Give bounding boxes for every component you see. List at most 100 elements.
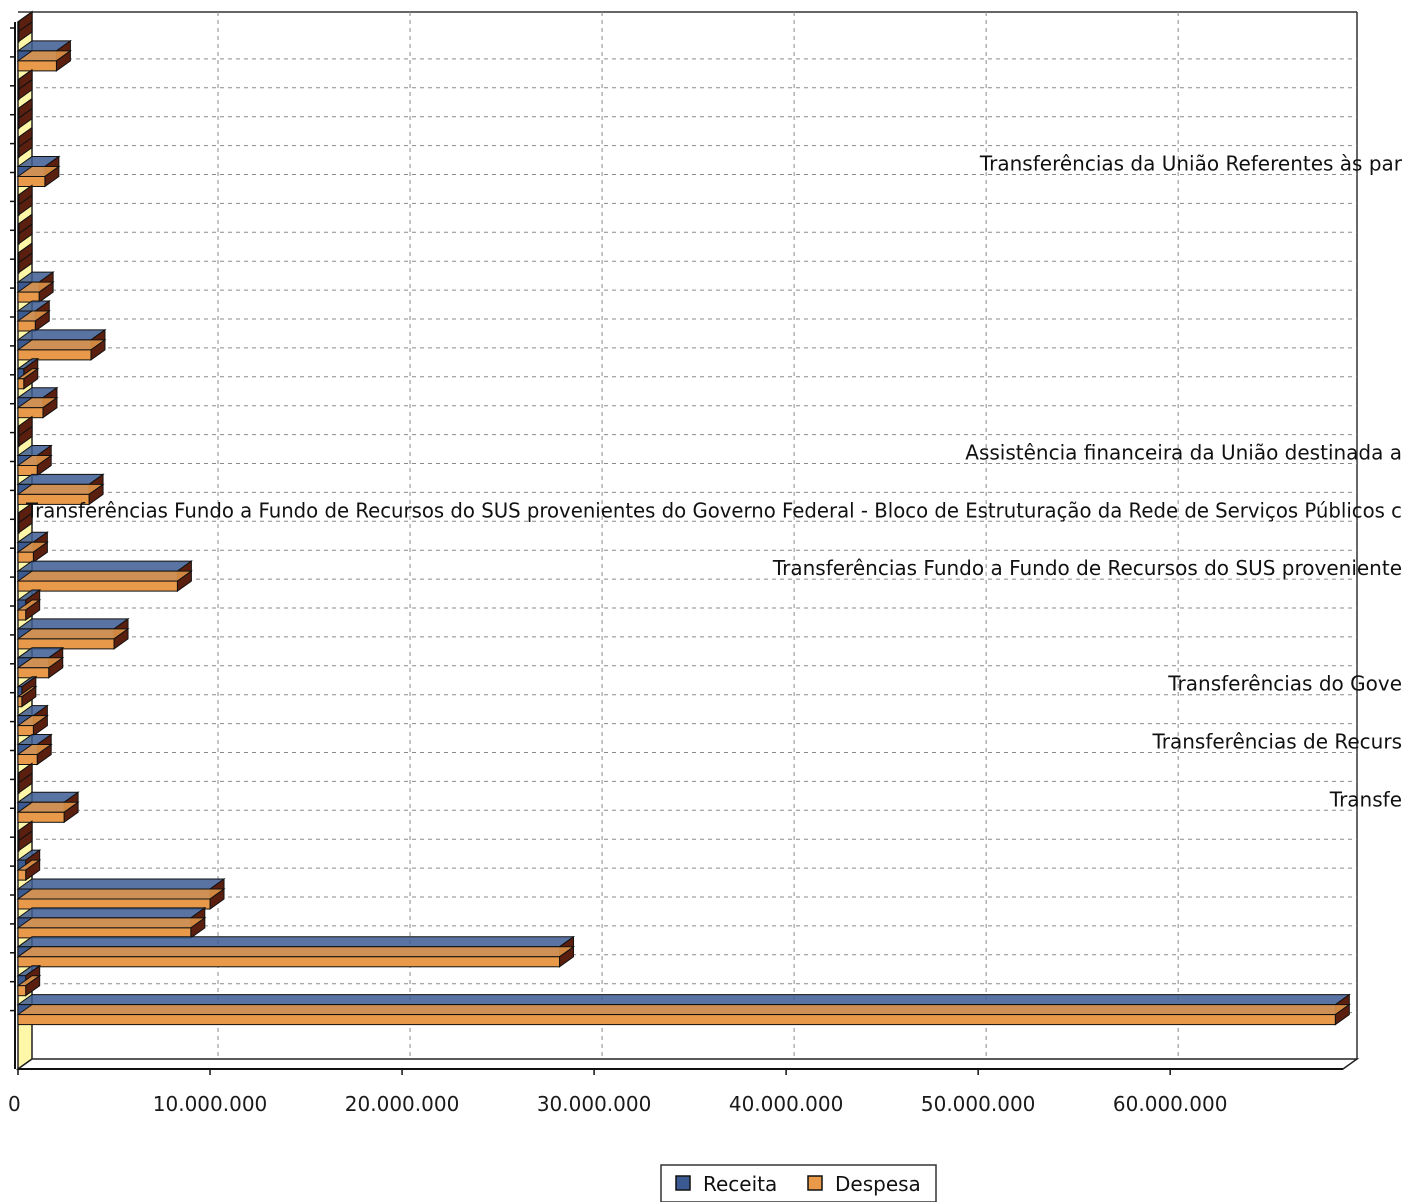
bar-despesa-face: [17, 869, 27, 881]
bar-despesa-top: [16, 1004, 1351, 1016]
bar-despesa-face: [17, 176, 46, 187]
legend-label-despesa: Despesa: [835, 1172, 921, 1196]
axis-floor-plane: [15, 1058, 1360, 1070]
bar-despesa: [17, 252, 33, 275]
x-tick-label: 50.000.000: [921, 1092, 1036, 1116]
bar-receita-top: [16, 994, 1351, 1006]
bar-receita-face: [17, 772, 20, 784]
bar-despesa: [16, 714, 49, 737]
bar-despesa-top: [16, 339, 107, 351]
legend: Receita Despesa: [660, 1164, 937, 1202]
bar-despesa-top: [16, 917, 207, 929]
bar-despesa-face: [17, 262, 20, 274]
grid-layer: [18, 11, 1358, 1061]
bar-despesa: [16, 49, 72, 72]
bar-despesa-face: [17, 204, 20, 216]
bar-despesa-face: [17, 782, 20, 794]
bar-despesa: [17, 78, 33, 101]
x-axis-ticks: 0 10.000.000 20.000.000 30.000.000 40.000.00…: [8, 1069, 1227, 1116]
bar-despesa: [16, 599, 42, 621]
x-tick-label: 10.000.000: [153, 1092, 268, 1116]
bar-receita-top: [16, 907, 207, 919]
bar-despesa-face: [17, 291, 40, 303]
bar-receita-top: [16, 560, 193, 572]
bar-despesa: [17, 830, 33, 853]
bar-despesa-face: [17, 60, 57, 72]
bar-despesa-face: [17, 580, 178, 592]
bar-receita-face: [17, 223, 20, 235]
bar-despesa: [16, 310, 51, 332]
bar-receita-top: [16, 936, 576, 948]
bar-despesa: [16, 281, 55, 304]
bar-despesa-face: [17, 89, 20, 101]
bar-despesa: [17, 107, 33, 130]
bar-despesa: [16, 801, 80, 824]
bar-receita-face: [17, 21, 20, 33]
legend-label-receita: Receita: [703, 1172, 777, 1196]
x-tick-label: 60.000.000: [1113, 1092, 1228, 1116]
category-label: Transferências Fundo a Fundo de Recursos…: [25, 498, 1402, 522]
bar-despesa: [16, 743, 53, 766]
bar-despesa-face: [17, 320, 36, 332]
bar-despesa: [16, 627, 130, 650]
category-label: Assistência financeira da União destinad…: [965, 441, 1402, 465]
bar-despesa-face: [17, 956, 561, 968]
bar-receita: [17, 415, 33, 438]
bar-despesa: [16, 396, 59, 419]
bar-despesa: [16, 888, 226, 910]
bar-despesa: [16, 945, 576, 968]
x-tick-label: 20.000.000: [345, 1092, 460, 1116]
bar-despesa: [16, 1003, 1351, 1026]
bar-despesa-face: [17, 493, 90, 505]
bar-despesa: [16, 338, 107, 361]
bar-despesa: [16, 685, 38, 708]
bar-despesa: [16, 165, 61, 188]
bar-despesa-face: [17, 349, 92, 361]
bar-despesa: [17, 512, 33, 535]
legend-swatch-despesa: [807, 1175, 823, 1191]
bar-receita-face: [17, 137, 20, 149]
bar-despesa-face: [17, 840, 20, 852]
bar-despesa: [16, 454, 53, 477]
bar-despesa-top: [16, 946, 576, 958]
bar-despesa-top: [16, 570, 193, 582]
x-tick-label: 40.000.000: [729, 1092, 844, 1116]
bar-despesa: [16, 570, 193, 593]
bar-despesa: [17, 136, 33, 159]
x-tick-label: 30.000.000: [537, 1092, 652, 1116]
bar-receita-face: [17, 512, 20, 524]
bar-despesa-face: [17, 147, 20, 159]
bar-despesa-face: [17, 725, 34, 737]
bar-despesa-face: [17, 811, 65, 823]
legend-box: [660, 1164, 937, 1202]
bar-despesa-face: [17, 1014, 1336, 1026]
bar-despesa-face: [17, 407, 44, 419]
bar-despesa: [17, 194, 33, 217]
bar-despesa: [17, 223, 33, 246]
bar-despesa-face: [17, 522, 20, 534]
bar-despesa: [16, 916, 207, 939]
bar-despesa: [16, 859, 42, 882]
category-label: Transferências Fundo a Fundo de Recursos…: [772, 556, 1402, 580]
bars-layer: [16, 11, 1351, 1026]
category-label: Transfe: [1329, 787, 1402, 811]
bar-despesa: [16, 483, 105, 506]
bar-receita-face: [17, 426, 20, 438]
bar-despesa-face: [17, 233, 20, 245]
bar-receita-face: [17, 79, 20, 91]
category-label: Transferências do Gove: [1167, 672, 1402, 696]
bar-despesa-face: [17, 985, 27, 997]
bar-despesa: [17, 772, 33, 795]
bar-despesa: [16, 974, 42, 997]
bar-despesa-face: [17, 118, 20, 130]
bar-receita-top: [16, 329, 107, 341]
bar-despesa-top: [16, 888, 226, 900]
bar-receita-face: [17, 194, 20, 206]
bar-receita-face: [17, 830, 20, 842]
bar-despesa-top: [16, 628, 130, 640]
bar-despesa-face: [17, 754, 38, 765]
category-labels-layer: Transferências da União Referentes às pa…: [25, 152, 1402, 812]
category-label: Transferências de Recurs: [1151, 730, 1402, 754]
category-label: Transferências da União Referentes às pa…: [979, 152, 1402, 176]
